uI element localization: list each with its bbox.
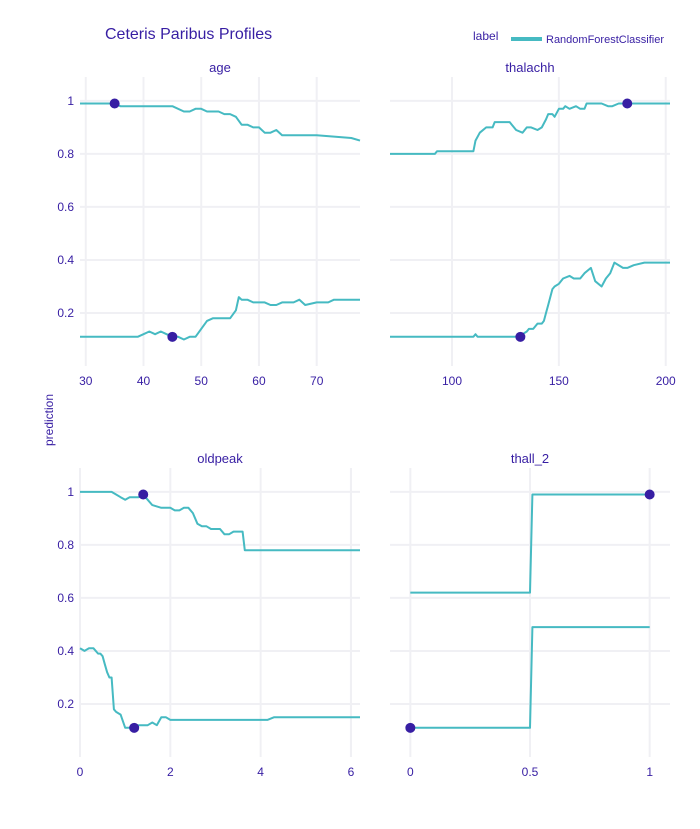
x-tick-label: 0 <box>77 765 84 779</box>
panel-oldpeak: 0 2 4 6 0.2 0.4 0.6 0.8 1 oldpeak <box>57 451 360 779</box>
observation-point <box>622 98 633 109</box>
profile-line <box>80 102 361 142</box>
y-tick-label: 0.2 <box>57 697 74 711</box>
y-tick-label: 1 <box>67 485 74 499</box>
x-tick-label: 100 <box>442 374 462 388</box>
y-tick-label: 0.4 <box>57 644 74 658</box>
y-tick-label: 0.8 <box>57 538 74 552</box>
panel-title: thalachh <box>505 60 554 75</box>
profile-line <box>80 296 360 341</box>
profile-line <box>80 490 360 552</box>
observation-point <box>515 331 526 342</box>
y-tick-label: 0.2 <box>57 306 74 320</box>
profile-line <box>390 102 670 155</box>
x-tick-label: 30 <box>79 374 93 388</box>
x-tick-label: 50 <box>195 374 209 388</box>
legend-entry[interactable]: RandomForestClassifier <box>546 34 664 46</box>
panel-age: 30 40 50 60 70 0.2 0.4 0.6 0.8 1 age <box>57 60 361 388</box>
x-tick-label: 1 <box>646 765 653 779</box>
observation-point <box>644 489 655 500</box>
legend-title: label <box>473 29 498 43</box>
panel-title: age <box>209 60 231 75</box>
y-tick-label: 0.6 <box>57 591 74 605</box>
y-tick-label: 0.6 <box>57 200 74 214</box>
panel-thall_2: 0 0.5 1 thall_2 <box>390 451 670 779</box>
observation-point <box>405 722 416 733</box>
x-tick-label: 60 <box>252 374 266 388</box>
profile-line <box>79 647 360 729</box>
observation-point <box>109 98 120 109</box>
x-tick-label: 4 <box>257 765 264 779</box>
x-tick-label: 70 <box>310 374 324 388</box>
y-tick-label: 0.4 <box>57 253 74 267</box>
x-tick-label: 0.5 <box>522 765 539 779</box>
observation-point <box>129 722 140 733</box>
y-tick-label: 0.8 <box>57 147 74 161</box>
y-tick-label: 1 <box>67 94 74 108</box>
x-tick-label: 200 <box>656 374 676 388</box>
observation-point <box>167 331 178 342</box>
observation-point <box>138 489 149 500</box>
panel-title: thall_2 <box>511 451 549 466</box>
panel-thalachh: 100 150 200 thalachh <box>390 60 676 388</box>
x-tick-label: 0 <box>407 765 414 779</box>
x-tick-label: 40 <box>137 374 151 388</box>
y-axis-label: prediction <box>42 394 56 446</box>
panel-title: oldpeak <box>197 451 243 466</box>
x-tick-label: 2 <box>167 765 174 779</box>
profile-line <box>410 493 650 594</box>
chart-title: Ceteris Paribus Profiles <box>105 26 272 43</box>
profile-line <box>390 261 670 338</box>
x-tick-label: 150 <box>549 374 569 388</box>
profile-line <box>410 626 650 729</box>
x-tick-label: 6 <box>348 765 355 779</box>
